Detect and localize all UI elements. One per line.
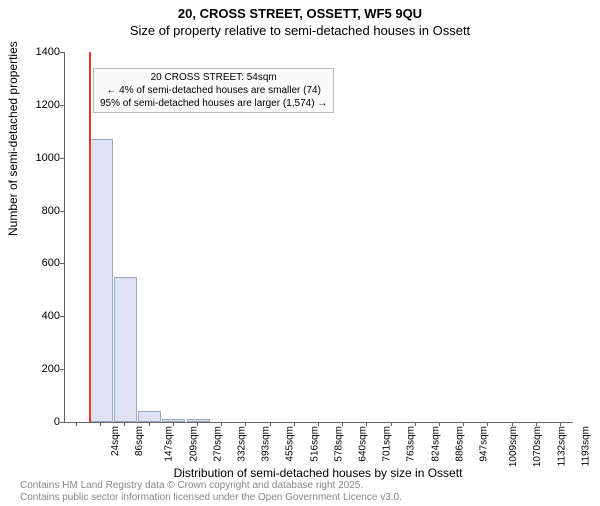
- x-tick-mark: [173, 422, 174, 426]
- x-tick-label: 24sqm: [110, 426, 121, 456]
- x-tick-mark: [124, 422, 125, 426]
- x-tick-mark: [463, 422, 464, 426]
- x-tick-mark: [197, 422, 198, 426]
- x-tick-mark: [221, 422, 222, 426]
- y-tick-mark: [60, 105, 64, 106]
- credits-line2: Contains public sector information licen…: [20, 492, 402, 504]
- y-axis-label: Number of semi-detached properties: [6, 41, 20, 236]
- x-tick-label: 701sqm: [382, 426, 393, 462]
- x-tick-label: 886sqm: [454, 426, 465, 462]
- x-tick-label: 824sqm: [430, 426, 441, 462]
- x-tick-mark: [536, 422, 537, 426]
- x-tick-label: 1132sqm: [556, 426, 567, 466]
- y-tick-label: 0: [20, 416, 60, 428]
- y-tick-mark: [60, 369, 64, 370]
- x-tick-mark: [149, 422, 150, 426]
- y-tick-label: 1000: [20, 152, 60, 164]
- x-tick-mark: [560, 422, 561, 426]
- x-tick-mark: [100, 422, 101, 426]
- credits: Contains HM Land Registry data © Crown c…: [20, 480, 402, 504]
- x-tick-label: 578sqm: [333, 426, 344, 462]
- y-tick-label: 1400: [20, 46, 60, 58]
- x-tick-label: 1009sqm: [508, 426, 519, 467]
- y-tick-mark: [60, 52, 64, 53]
- x-tick-label: 209sqm: [188, 426, 199, 462]
- x-tick-label: 1193sqm: [580, 426, 591, 466]
- x-tick-label: 332sqm: [237, 426, 248, 462]
- x-tick-mark: [294, 422, 295, 426]
- histogram-bar: [162, 419, 185, 422]
- x-tick-mark: [318, 422, 319, 426]
- x-tick-label: 455sqm: [285, 426, 296, 462]
- y-tick-label: 600: [20, 257, 60, 269]
- property-marker-line: [89, 52, 91, 422]
- x-tick-mark: [415, 422, 416, 426]
- x-tick-mark: [245, 422, 246, 426]
- x-tick-mark: [76, 422, 77, 426]
- x-tick-label: 1070sqm: [532, 426, 543, 467]
- info-box-line1: 20 CROSS STREET: 54sqm: [100, 71, 327, 84]
- y-tick-label: 1200: [20, 99, 60, 111]
- y-tick-mark: [60, 316, 64, 317]
- info-box-line2: ← 4% of semi-detached houses are smaller…: [100, 84, 327, 97]
- x-tick-label: 393sqm: [261, 426, 272, 462]
- histogram-bar: [114, 277, 137, 422]
- x-tick-mark: [487, 422, 488, 426]
- histogram-bar: [90, 139, 113, 422]
- y-tick-mark: [60, 211, 64, 212]
- y-tick-mark: [60, 158, 64, 159]
- x-tick-label: 640sqm: [358, 426, 369, 462]
- x-tick-mark: [366, 422, 367, 426]
- histogram-bar: [138, 411, 161, 422]
- info-box: 20 CROSS STREET: 54sqm← 4% of semi-detac…: [93, 68, 334, 113]
- x-tick-mark: [391, 422, 392, 426]
- info-box-line3: 95% of semi-detached houses are larger (…: [100, 97, 327, 110]
- y-tick-label: 400: [20, 310, 60, 322]
- plot-area: 20 CROSS STREET: 54sqm← 4% of semi-detac…: [64, 52, 573, 423]
- credits-line1: Contains HM Land Registry data © Crown c…: [20, 480, 402, 492]
- chart-title-sub: Size of property relative to semi-detach…: [0, 23, 600, 38]
- x-tick-label: 947sqm: [479, 426, 490, 462]
- x-axis-label: Distribution of semi-detached houses by …: [64, 466, 572, 480]
- y-tick-label: 800: [20, 205, 60, 217]
- x-tick-label: 516sqm: [309, 426, 320, 462]
- x-tick-label: 86sqm: [134, 426, 145, 456]
- x-tick-mark: [270, 422, 271, 426]
- x-tick-label: 763sqm: [406, 426, 417, 462]
- x-tick-mark: [342, 422, 343, 426]
- x-tick-mark: [512, 422, 513, 426]
- y-tick-mark: [60, 422, 64, 423]
- y-tick-mark: [60, 263, 64, 264]
- x-tick-label: 147sqm: [164, 426, 175, 462]
- x-tick-mark: [439, 422, 440, 426]
- x-tick-label: 270sqm: [212, 426, 223, 462]
- chart-title-main: 20, CROSS STREET, OSSETT, WF5 9QU: [0, 6, 600, 21]
- y-tick-label: 200: [20, 363, 60, 375]
